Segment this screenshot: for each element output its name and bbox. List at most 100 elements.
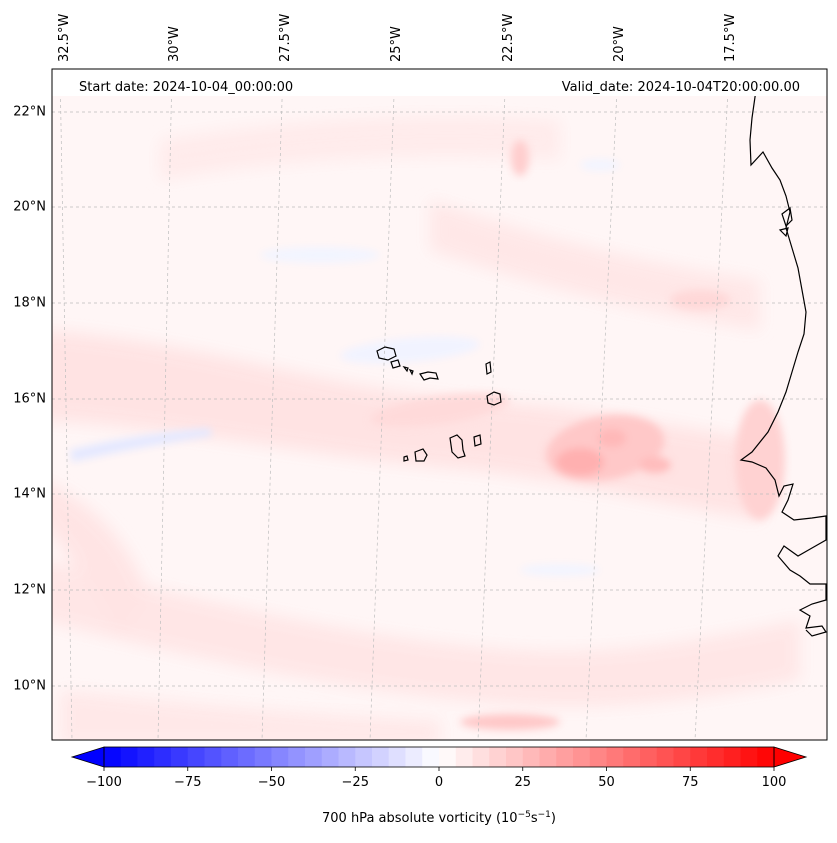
colorbar-cell xyxy=(187,747,205,767)
colorbar-cell xyxy=(640,747,658,767)
colorbar-cell xyxy=(589,747,607,767)
colorbar-tick-label: −50 xyxy=(258,775,285,790)
lon-label-25w: 25°W xyxy=(389,26,404,62)
colorbar-cell xyxy=(238,747,256,767)
colorbar-cell xyxy=(305,747,323,767)
longitude-labels: 32.5°W 30°W 27.5°W 25°W 22.5°W 20°W 17.5… xyxy=(57,14,738,62)
cape-verde-islands xyxy=(376,346,502,462)
lat-label-16n: 16°N xyxy=(13,392,46,407)
island-sao-nicolau xyxy=(419,371,439,381)
graticule xyxy=(52,69,827,740)
gridline-lon-27.5 xyxy=(261,69,284,740)
gridline-lon-30 xyxy=(157,69,173,740)
lon-label-32.5w: 32.5°W xyxy=(57,14,72,62)
colorbar-cell xyxy=(204,747,222,767)
map-frame xyxy=(51,68,828,741)
africa-coastline xyxy=(739,69,827,637)
lon-label-22.5w: 22.5°W xyxy=(501,14,516,62)
lat-label-14n: 14°N xyxy=(13,487,46,502)
island-boa-vista xyxy=(486,391,502,406)
colorbar-cell xyxy=(723,747,741,767)
gridline-lon-17.5 xyxy=(694,69,730,740)
colorbar-cell xyxy=(405,747,423,767)
island-brava xyxy=(403,455,409,462)
lat-label-12n: 12°N xyxy=(13,583,46,598)
colorbar-cell xyxy=(104,747,122,767)
colorbar-cell xyxy=(120,747,138,767)
colorbar-cell xyxy=(707,747,725,767)
colorbar-extend-min xyxy=(70,746,105,768)
colorbar-cells xyxy=(104,747,775,767)
colorbar-cell xyxy=(154,747,172,767)
coastal-islands xyxy=(778,206,793,238)
colorbar-cell xyxy=(690,747,708,767)
island-fogo xyxy=(414,448,428,462)
lon-label-20w: 20°W xyxy=(612,26,627,62)
colorbar-tick-label: 50 xyxy=(598,775,615,790)
lat-label-18n: 18°N xyxy=(13,296,46,311)
colorbar-ticks: −100 −75 −50 −25 0 25 50 75 100 xyxy=(86,767,786,790)
gridline-lon-25 xyxy=(369,69,396,740)
colorbar-cell xyxy=(338,747,356,767)
colorbar-cell xyxy=(606,747,624,767)
gridline-lon-20 xyxy=(585,69,619,740)
colorbar-cell xyxy=(489,747,507,767)
colorbar-cell xyxy=(422,747,440,767)
colorbar-cell xyxy=(455,747,473,767)
island-santiago xyxy=(449,434,466,459)
colorbar-cell xyxy=(522,747,540,767)
island-santo-antao xyxy=(376,346,397,361)
colorbar-tick-label: −75 xyxy=(174,775,201,790)
gridline-lon-22.5 xyxy=(477,69,507,740)
colorbar-cell xyxy=(221,747,239,767)
colorbar-cell xyxy=(372,747,390,767)
island-islet xyxy=(408,368,414,376)
colorbar-extend-max xyxy=(773,746,808,768)
colorbar-cell xyxy=(506,747,524,767)
lat-label-22n: 22°N xyxy=(13,105,46,120)
colorbar-cell xyxy=(556,747,574,767)
lon-label-17.5w: 17.5°W xyxy=(723,14,738,62)
island-maio xyxy=(473,434,482,447)
colorbar-cell xyxy=(740,747,758,767)
island-sao-vicente xyxy=(390,359,401,369)
colorbar-cell xyxy=(254,747,272,767)
lon-label-30w: 30°W xyxy=(167,26,182,62)
colorbar-tick-label: −25 xyxy=(342,775,369,790)
map-area: Start date: 2024-10-04_00:00:00 Valid_da… xyxy=(52,69,827,740)
colorbar-cell xyxy=(355,747,373,767)
colorbar-tick-label: 25 xyxy=(514,775,531,790)
latitude-labels: 22°N 20°N 18°N 16°N 14°N 12°N 10°N xyxy=(13,105,46,694)
colorbar-tick-label: −100 xyxy=(86,775,122,790)
colorbar-cell xyxy=(137,747,155,767)
colorbar-cell xyxy=(539,747,557,767)
colorbar-tick-label: 0 xyxy=(435,775,443,790)
colorbar-cell xyxy=(573,747,591,767)
colorbar-cell xyxy=(656,747,674,767)
colorbar-cell xyxy=(623,747,641,767)
valid-date-label: Valid_date: 2024-10-04T20:00:00.00 xyxy=(562,80,800,95)
start-date-label: Start date: 2024-10-04_00:00:00 xyxy=(79,80,293,95)
island-santa-luzia xyxy=(402,366,409,373)
colorbar-cell xyxy=(171,747,189,767)
colorbar-tick-label: 75 xyxy=(682,775,699,790)
colorbar-cell xyxy=(288,747,306,767)
colorbar-cell xyxy=(472,747,490,767)
header-band xyxy=(52,69,827,96)
colorbar-cell xyxy=(388,747,406,767)
colorbar-label: 700 hPa absolute vorticity (10−5s−1) xyxy=(322,810,556,826)
colorbar-cell xyxy=(439,747,457,767)
lat-label-10n: 10°N xyxy=(13,679,46,694)
colorbar-cell xyxy=(757,747,775,767)
colorbar-tick-label: 100 xyxy=(762,775,787,790)
lon-label-27.5w: 27.5°W xyxy=(278,14,293,62)
colorbar-cell xyxy=(321,747,339,767)
lat-label-20n: 20°N xyxy=(13,200,46,215)
island-sal xyxy=(485,361,492,375)
colorbar: −100 −75 −50 −25 0 25 50 75 100 700 hPa absolute… xyxy=(70,746,808,826)
gridline-lon-32.5 xyxy=(59,69,73,740)
colorbar-cell xyxy=(673,747,691,767)
colorbar-cell xyxy=(271,747,289,767)
vorticity-contours xyxy=(52,116,800,740)
